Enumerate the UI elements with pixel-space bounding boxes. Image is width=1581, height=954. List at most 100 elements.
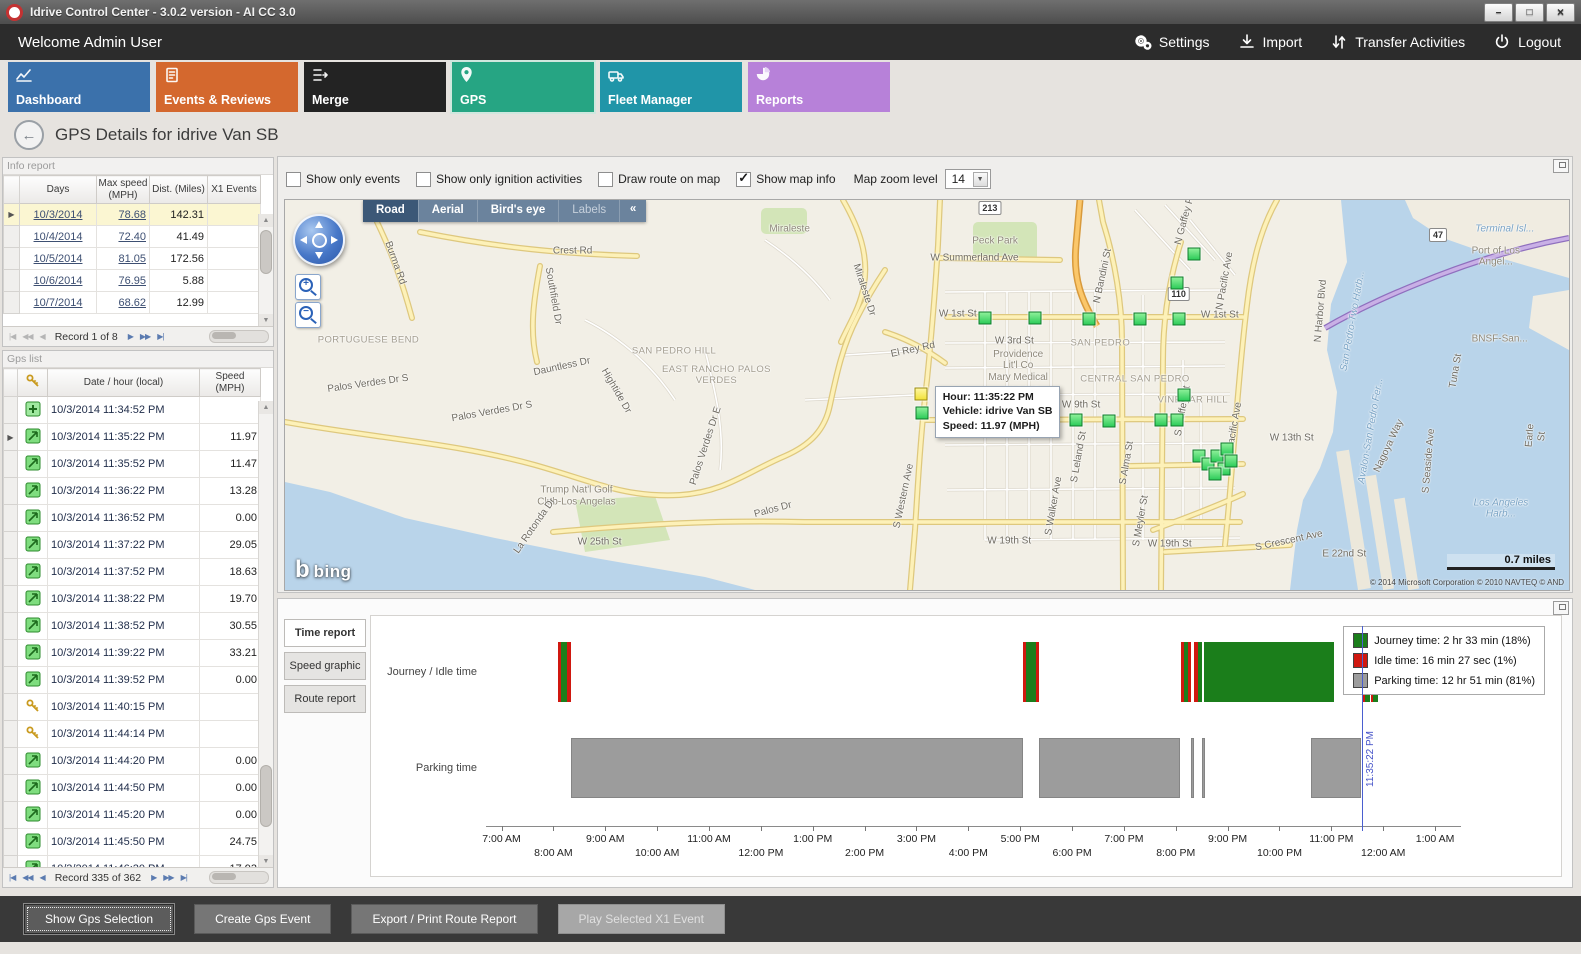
action-logout[interactable]: Logout	[1493, 33, 1561, 51]
gps-point-marker[interactable]	[1172, 312, 1186, 326]
scrollbar-thumb[interactable]	[260, 765, 272, 828]
max-speed-link[interactable]: 76.95	[118, 274, 146, 287]
map-menu-collapse-button[interactable]: «	[619, 200, 646, 222]
tab-reports[interactable]: Reports	[748, 62, 890, 112]
gps-point-marker[interactable]	[1082, 312, 1096, 326]
days-link[interactable]: 10/3/2014	[33, 208, 83, 221]
gps-point-marker[interactable]	[1187, 247, 1201, 261]
tab-gps[interactable]: GPS	[452, 62, 594, 112]
gps-list-row[interactable]: 10/3/2014 11:44:50 PM 0.00	[3, 774, 261, 802]
gps-point-marker[interactable]	[1154, 413, 1168, 427]
days-link[interactable]: 10/4/2014	[33, 230, 83, 243]
pager-last-button[interactable]	[179, 873, 189, 882]
pager-last-button[interactable]	[155, 332, 165, 341]
tab-dashboard[interactable]: Dashboard	[8, 62, 150, 112]
gps-list-row[interactable]: 10/3/2014 11:36:52 PM 0.00	[3, 504, 261, 532]
tab-fleet[interactable]: Fleet Manager	[600, 62, 742, 112]
column-header-dist-miles[interactable]: Dist. (Miles)	[149, 175, 208, 204]
pager-prev-button[interactable]	[38, 332, 47, 341]
pager-prev-page-button[interactable]	[20, 873, 34, 882]
pager-next-button[interactable]	[149, 873, 158, 882]
zoom-out-button[interactable]: −	[295, 302, 321, 328]
gps-list-row[interactable]: 10/3/2014 11:38:22 PM 19.70	[3, 585, 261, 613]
gps-list-row[interactable]: 10/3/2014 11:45:50 PM 24.75	[3, 828, 261, 856]
pager-first-button[interactable]	[7, 873, 17, 882]
pager-prev-button[interactable]	[38, 873, 47, 882]
map-style-tab-bird-s-eye[interactable]: Bird's eye	[476, 200, 559, 222]
max-speed-link[interactable]: 68.62	[118, 296, 146, 309]
button-create-gps-event[interactable]: Create Gps Event	[194, 904, 332, 934]
gps-list-row[interactable]: 10/3/2014 11:34:52 PM	[3, 396, 261, 424]
pager-next-page-button[interactable]	[161, 873, 175, 882]
scroll-down-icon[interactable]	[259, 314, 273, 327]
pan-east-icon[interactable]	[331, 236, 338, 244]
gps-list-row[interactable]: 10/3/2014 11:36:22 PM 13.28	[3, 477, 261, 505]
action-transfer[interactable]: Transfer Activities	[1330, 33, 1465, 51]
action-import[interactable]: Import	[1238, 33, 1302, 51]
days-link[interactable]: 10/6/2014	[33, 274, 83, 287]
checkbox-box[interactable]	[286, 171, 301, 187]
info-report-row[interactable]: 10/6/2014 76.95 5.88	[3, 269, 261, 292]
gps-list-row[interactable]: ▶ 10/3/2014 11:35:22 PM 11.97	[3, 423, 261, 451]
gps-list-row[interactable]: 10/3/2014 11:37:22 PM 29.05	[3, 531, 261, 559]
pan-south-icon[interactable]	[315, 252, 323, 259]
gps-point-marker[interactable]	[1133, 312, 1147, 326]
gps-point-marker[interactable]	[1177, 388, 1191, 402]
gps-point-marker[interactable]	[914, 387, 928, 401]
gps-list-row[interactable]: 10/3/2014 11:38:52 PM 30.55	[3, 612, 261, 640]
info-report-row[interactable]: 10/7/2014 68.62 12.99	[3, 291, 261, 314]
checkbox-show-only-ignition-activities[interactable]: Show only ignition activities	[416, 171, 582, 187]
collapse-panel-button[interactable]	[1553, 159, 1569, 173]
scroll-up-icon[interactable]	[259, 401, 273, 414]
gps-point-marker[interactable]	[1170, 413, 1184, 427]
pager-first-button[interactable]	[7, 332, 17, 341]
days-link[interactable]: 10/7/2014	[33, 296, 83, 309]
gps-list-row[interactable]: 10/3/2014 11:39:22 PM 33.21	[3, 639, 261, 667]
gps-point-marker[interactable]	[915, 406, 929, 420]
pager-horizontal-scrollbar[interactable]	[209, 330, 269, 343]
scrollbar-thumb[interactable]	[260, 230, 272, 274]
tab-speed-graphic[interactable]: Speed graphic	[284, 652, 366, 680]
tab-time-report[interactable]: Time report	[284, 619, 366, 647]
maximize-button[interactable]	[1515, 2, 1544, 22]
gps-list-row[interactable]: 10/3/2014 11:44:14 PM	[3, 720, 261, 748]
gps-point-marker[interactable]	[1224, 454, 1238, 468]
pager-horizontal-scrollbar[interactable]	[209, 871, 269, 884]
gps-point-marker[interactable]	[1170, 276, 1184, 290]
gps-list-row[interactable]: 10/3/2014 11:40:15 PM	[3, 693, 261, 721]
map-zoom-select[interactable]: 14	[944, 169, 991, 189]
info-report-row[interactable]: 10/4/2014 72.40 41.49	[3, 225, 261, 248]
scroll-down-icon[interactable]	[259, 855, 273, 868]
minimize-button[interactable]	[1484, 2, 1513, 22]
map-canvas[interactable]: Miraleste Peck Park W Summerland Ave Crest …	[284, 199, 1570, 591]
max-speed-link[interactable]: 72.40	[118, 230, 146, 243]
map-compass-control[interactable]	[293, 214, 345, 266]
gps-list-row[interactable]: 10/3/2014 11:44:20 PM 0.00	[3, 747, 261, 775]
column-header-date-hour-local[interactable]: Date / hour (local)	[47, 368, 200, 397]
gps-list-row[interactable]: 10/3/2014 11:35:52 PM 11.47	[3, 450, 261, 478]
days-link[interactable]: 10/5/2014	[33, 252, 83, 265]
column-header-days[interactable]: Days	[19, 175, 97, 204]
pager-prev-page-button[interactable]	[20, 332, 34, 341]
max-speed-link[interactable]: 81.05	[118, 252, 146, 265]
info-report-scrollbar[interactable]	[258, 214, 273, 327]
gps-list-row[interactable]: 10/3/2014 11:37:52 PM 18.63	[3, 558, 261, 586]
checkbox-box[interactable]	[736, 170, 752, 187]
pager-next-page-button[interactable]	[138, 332, 152, 341]
column-header-speed-mph[interactable]: Speed (MPH)	[199, 368, 261, 397]
map-style-tab-road[interactable]: Road	[363, 200, 418, 222]
column-header-max-speed-mph[interactable]: Max speed (MPH)	[96, 175, 150, 204]
checkbox-show-only-events[interactable]: Show only events	[286, 171, 400, 187]
info-report-row[interactable]: ▶ 10/3/2014 78.68 142.31	[3, 203, 261, 226]
gps-list-row[interactable]: 10/3/2014 11:39:52 PM 0.00	[3, 666, 261, 694]
pager-next-button[interactable]	[126, 332, 135, 341]
map-style-tab-aerial[interactable]: Aerial	[417, 200, 477, 222]
button-export-print-route-report[interactable]: Export / Print Route Report	[351, 904, 538, 934]
action-settings[interactable]: Settings	[1134, 33, 1210, 51]
checkbox-box[interactable]	[598, 171, 614, 187]
tab-merge[interactable]: Merge	[304, 62, 446, 112]
back-button[interactable]	[14, 120, 44, 150]
info-report-row[interactable]: 10/5/2014 81.05 172.56	[3, 247, 261, 270]
tab-events[interactable]: Events & Reviews	[156, 62, 298, 112]
scroll-up-icon[interactable]	[259, 214, 273, 227]
